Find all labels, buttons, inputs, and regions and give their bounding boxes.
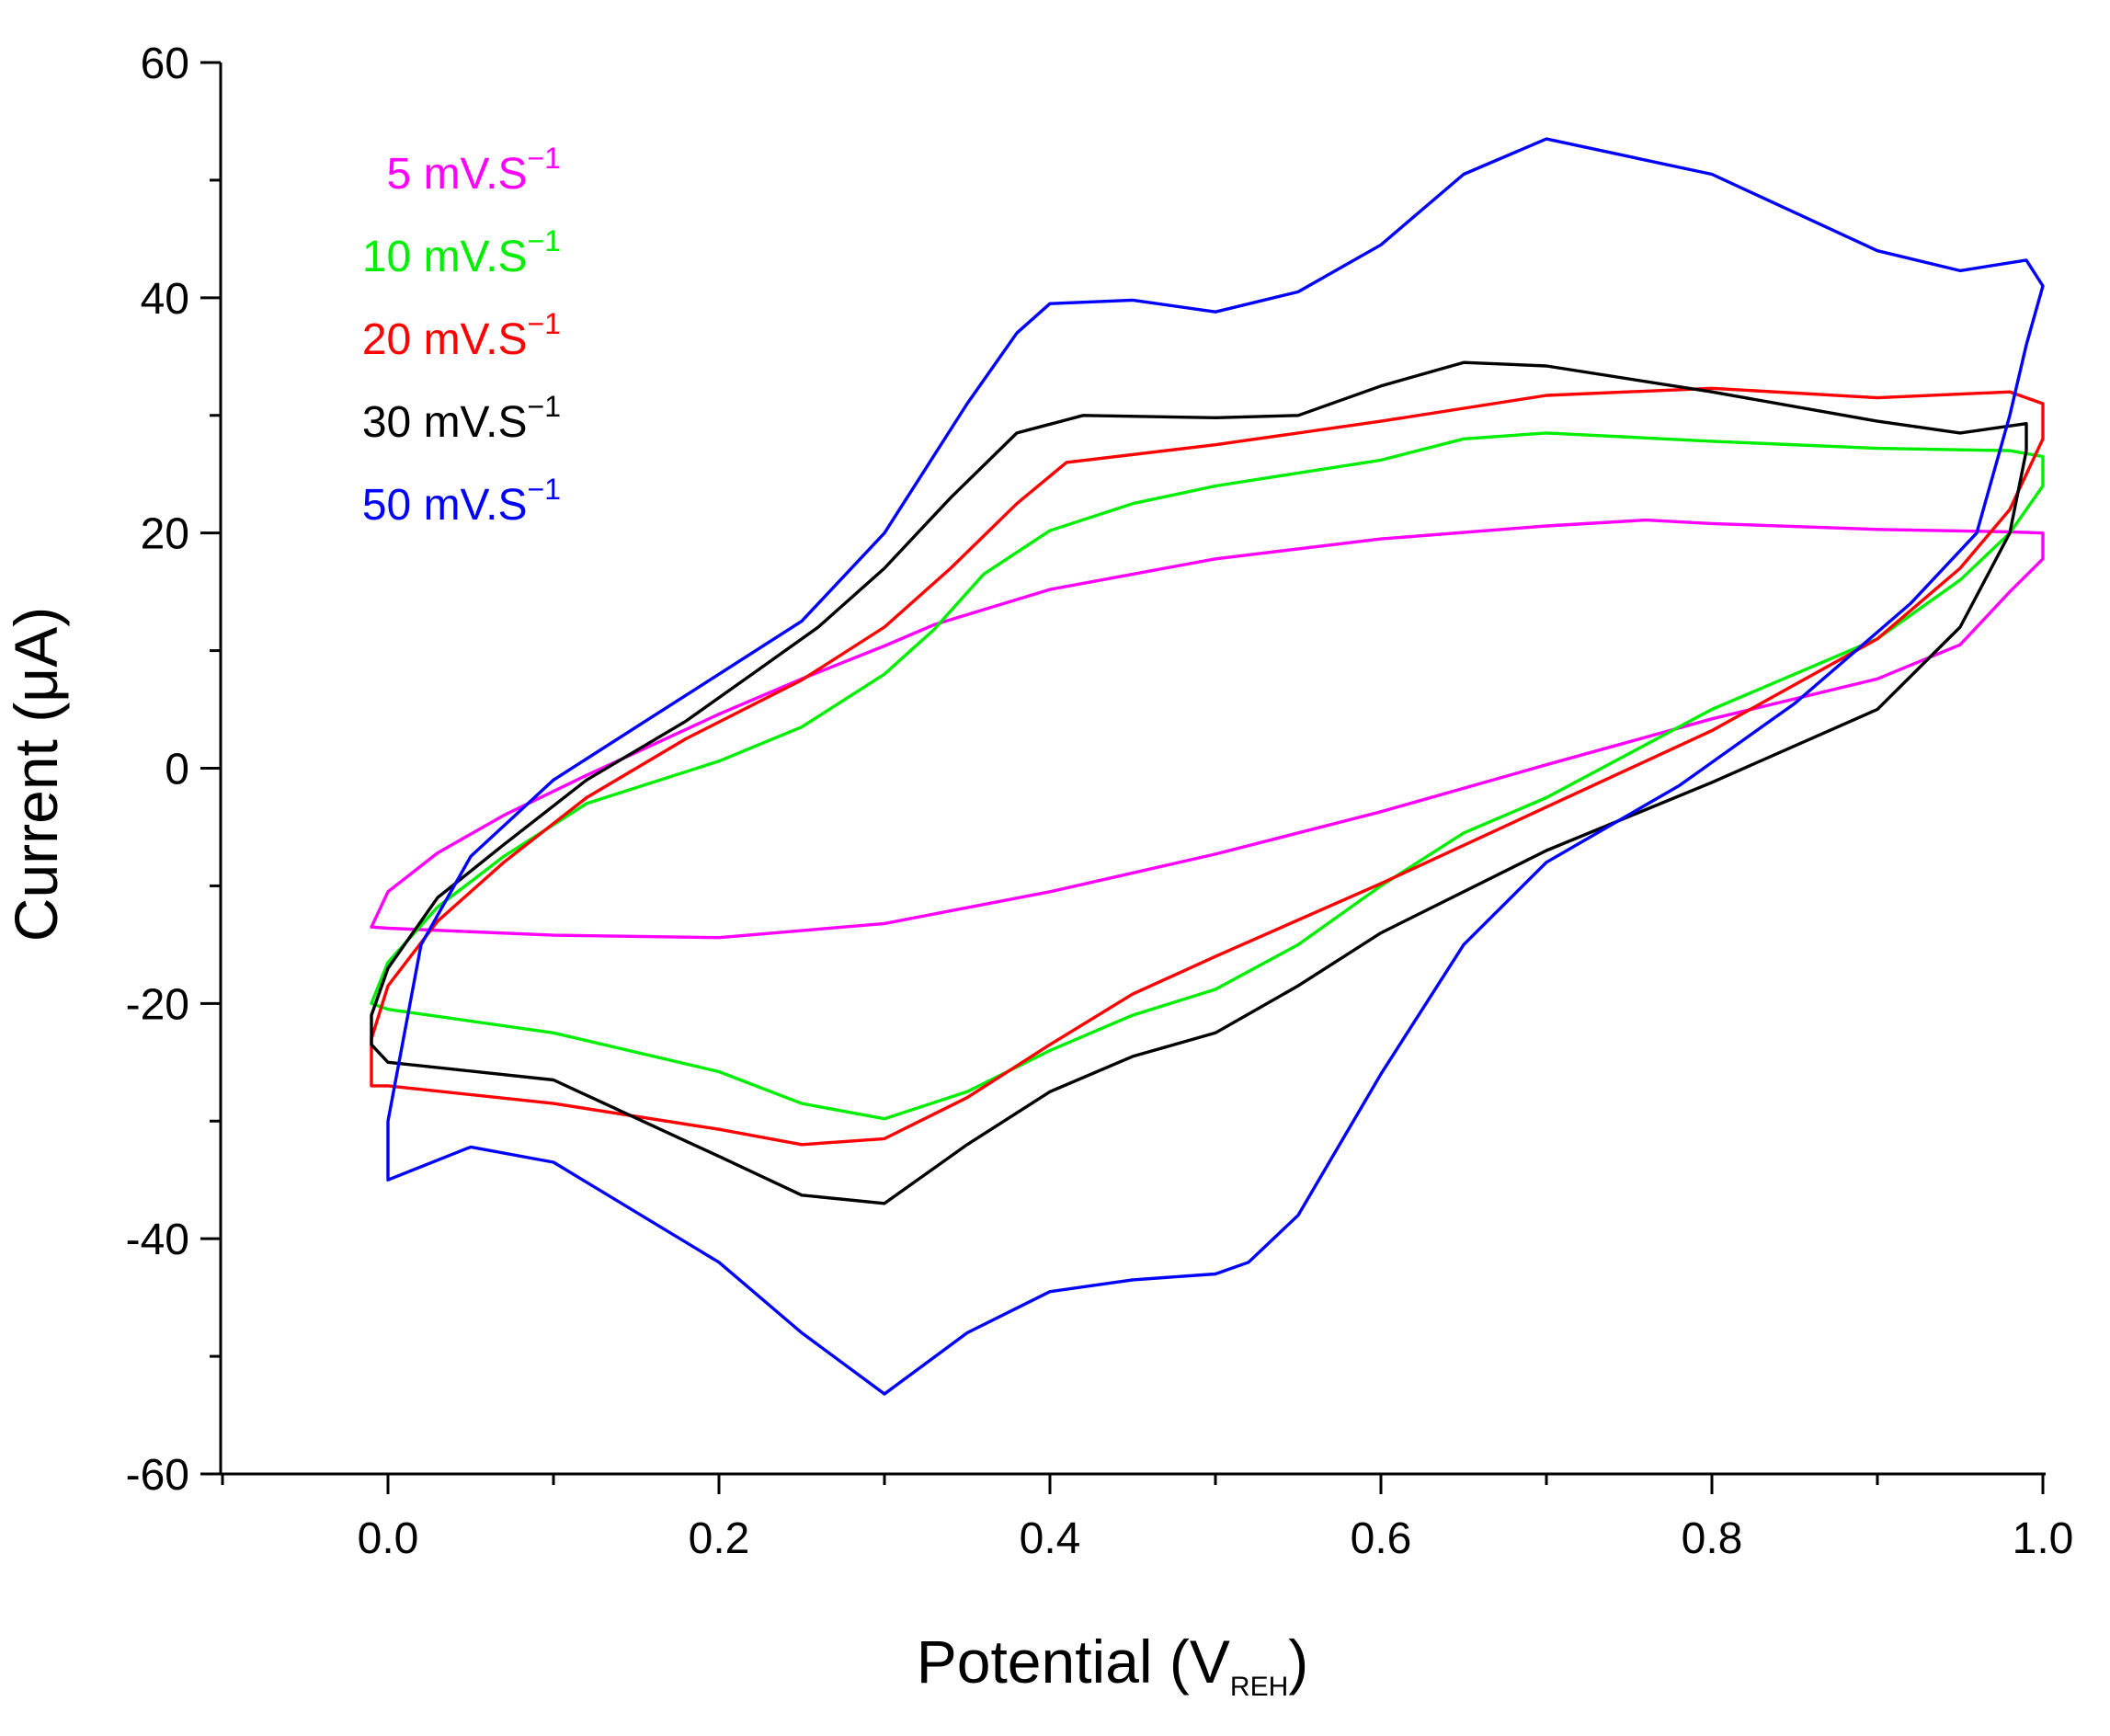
legend-label: 50 mV.S [362, 481, 528, 530]
y-tick-label: 0 [165, 746, 189, 794]
y-tick-label: -40 [126, 1216, 189, 1264]
x-tick-label: 1.0 [2013, 1514, 2074, 1563]
series-line-5mv [370, 518, 2045, 940]
legend-superscript: −1 [528, 390, 561, 423]
legend-superscript: −1 [528, 224, 561, 257]
legend-superscript: −1 [528, 142, 561, 175]
legend-superscript: −1 [528, 307, 561, 340]
series-layer [370, 137, 2045, 1396]
legend-label: 20 mV.S [362, 315, 528, 364]
y-axis-title: Current (μA) [2, 607, 70, 942]
y-axis-ticks: 60 40 20 0 -20 -40 -60 [126, 40, 221, 1500]
series-line-20mv [370, 386, 2045, 1147]
x-tick-label: 0.4 [1020, 1514, 1081, 1563]
legend: 5 mV.S−110 mV.S−120 mV.S−130 mV.S−150 mV… [362, 142, 561, 530]
legend-entry: 10 mV.S−1 [362, 224, 561, 281]
x-axis-title-subscript: REH [1230, 1672, 1288, 1702]
x-tick-label: 0.2 [689, 1514, 750, 1563]
x-tick-label: 0.6 [1351, 1514, 1412, 1563]
x-axis-title: Potential (VREH) [917, 1628, 1309, 1702]
legend-entry: 20 mV.S−1 [362, 307, 561, 364]
y-tick-label: 40 [141, 275, 189, 324]
x-axis-title-close: ) [1288, 1628, 1308, 1696]
legend-entry: 30 mV.S−1 [362, 390, 561, 447]
legend-label: 10 mV.S [362, 233, 528, 281]
y-tick-label: 60 [141, 40, 189, 88]
x-axis-title-main: Potential (V [917, 1628, 1230, 1696]
series-line-30mv [370, 360, 2028, 1205]
y-tick-label: -20 [126, 980, 189, 1029]
legend-entry: 5 mV.S−1 [387, 142, 561, 199]
series-line-50mv [386, 137, 2045, 1396]
x-tick-label: 0.0 [358, 1514, 419, 1563]
legend-label: 30 mV.S [362, 398, 528, 447]
series-line-10mv [370, 431, 2045, 1121]
legend-superscript: −1 [528, 473, 561, 506]
x-axis-ticks: 0.0 0.2 0.4 0.6 0.8 1.0 [221, 1474, 2074, 1563]
x-tick-label: 0.8 [1682, 1514, 1743, 1563]
y-tick-label: 20 [141, 510, 189, 559]
legend-entry: 50 mV.S−1 [362, 473, 561, 530]
legend-label: 5 mV.S [387, 150, 528, 199]
y-tick-label: -60 [126, 1451, 189, 1500]
